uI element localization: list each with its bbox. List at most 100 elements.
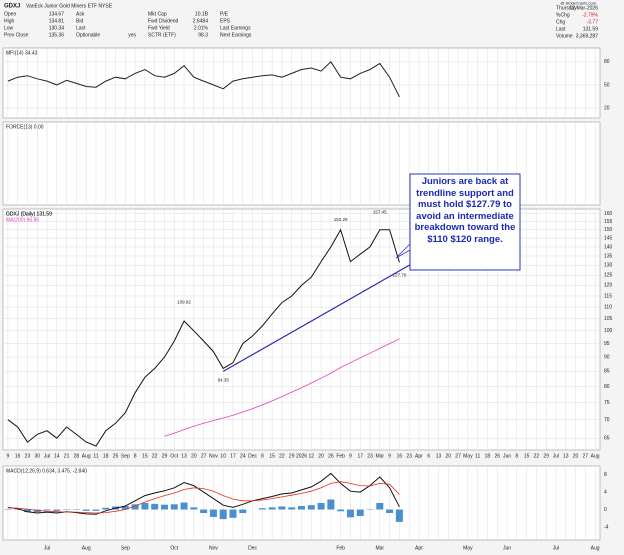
field-label: Fwd Dividend: [148, 18, 179, 24]
histogram-bar: [53, 509, 61, 511]
x-tick-label: 28: [74, 453, 80, 459]
histogram-bar: [43, 509, 51, 511]
x-tick-label: 8: [134, 453, 137, 459]
x-tick-label: May: [463, 545, 473, 551]
y-tick-label: -4: [604, 524, 609, 530]
field-value: 135.36: [49, 32, 65, 38]
x-tick-label: 16: [15, 453, 21, 459]
field-label: High: [4, 18, 15, 24]
x-tick-label: 22: [152, 453, 158, 459]
x-tick-label: 25: [113, 453, 119, 459]
histogram-bar: [200, 509, 208, 514]
series-line: [7, 61, 400, 98]
x-tick-label: 21: [64, 453, 70, 459]
histogram-bar: [23, 509, 31, 513]
credit: @ StockCharts.com: [560, 1, 596, 6]
y-tick-label: 110: [604, 304, 612, 310]
histogram-bar: [229, 509, 237, 518]
legend-entry: GDXJ (Daily) 131.59: [6, 211, 52, 217]
x-tick-label: Oct: [170, 545, 178, 551]
price-annotation: 84.35: [218, 377, 230, 382]
x-tick-label: Feb: [336, 453, 345, 459]
field-label: Volume: [556, 33, 573, 39]
x-tick-label: 9: [388, 453, 391, 459]
histogram-bar: [386, 509, 394, 514]
x-tick-label: 27: [583, 453, 589, 459]
field-label: Open: [4, 11, 16, 17]
x-tick-label: 23: [25, 453, 31, 459]
x-tick-label: 29: [289, 453, 295, 459]
x-tick-label: 30: [34, 453, 40, 459]
field-label: Last Earnings: [220, 25, 251, 31]
x-tick-label: 6: [427, 453, 430, 459]
histogram-bar: [170, 504, 178, 510]
x-tick-label: 20: [573, 453, 579, 459]
histogram-bar: [298, 506, 305, 510]
x-tick-label: Apr: [415, 545, 423, 551]
x-tick-label: 20: [191, 453, 197, 459]
x-tick-label: 8: [515, 453, 518, 459]
x-tick-label: 20: [318, 453, 324, 459]
x-tick-label: 11: [475, 453, 480, 459]
field-value: 2.01%: [194, 25, 209, 31]
field-label: Last: [76, 25, 86, 31]
x-tick-label: Sep: [121, 453, 130, 459]
x-tick-label: Jun: [503, 453, 511, 459]
field-value: 2.6484: [193, 18, 209, 24]
price-annotation: 109.92: [177, 300, 191, 305]
x-tick-label: 26: [328, 453, 334, 459]
histogram-bar: [258, 508, 266, 510]
y-tick-label: 80: [604, 384, 610, 390]
field-label: Last: [556, 26, 566, 32]
y-tick-label: 85: [604, 369, 610, 375]
histogram-bar: [337, 509, 345, 512]
x-tick-label: 14: [54, 453, 60, 459]
field-value: 131.59: [583, 26, 599, 32]
field-value: 10.1B: [195, 11, 209, 17]
field-value: -2.79%: [582, 12, 598, 18]
y-tick-label: 105: [604, 316, 613, 322]
y-tick-label: 135: [604, 253, 613, 259]
panel-title: GDXJ (Daily) 131.59: [6, 211, 52, 217]
legend-entry: MA(200) 96.85: [6, 217, 39, 223]
trendline: [222, 259, 420, 372]
x-tick-label: 11: [93, 453, 98, 459]
histogram-bar: [395, 509, 403, 522]
x-tick-label: 22: [279, 453, 285, 459]
x-tick-label: 17: [357, 453, 363, 459]
field-value: 98.3: [198, 32, 208, 38]
panel-title: MFI(14) 34.43: [6, 50, 38, 56]
field-label: Optionable: [76, 32, 100, 38]
x-tick-label: 29: [543, 453, 549, 459]
x-tick-label: 20: [446, 453, 452, 459]
y-tick-label: 95: [604, 341, 610, 347]
histogram-bar: [102, 507, 110, 510]
x-tick-label: Dec: [248, 453, 257, 459]
histogram-bar: [33, 509, 41, 513]
field-value: 134.81: [49, 18, 65, 24]
histogram-bar: [209, 509, 217, 517]
field-label: Fwd Yield: [148, 25, 170, 31]
x-tick-label: 18: [103, 453, 109, 459]
y-tick-label: 125: [604, 273, 613, 279]
y-tick-label: 140: [604, 244, 613, 250]
field-label: Mkt Cap: [148, 11, 167, 17]
x-tick-label: Aug: [82, 545, 91, 551]
x-tick-label: 29: [162, 453, 168, 459]
histogram-bar: [268, 507, 276, 510]
field-label: Chg: [556, 19, 565, 25]
field-label: EPS: [220, 18, 231, 24]
x-tick-label: 12: [309, 453, 315, 459]
x-tick-label: Jun: [503, 545, 511, 551]
x-tick-label: 13: [436, 453, 442, 459]
field-label: Thursday: [556, 5, 577, 11]
histogram-bar: [180, 502, 188, 510]
y-tick-label: 65: [604, 436, 610, 442]
price-annotation: 152.29: [334, 217, 348, 222]
field-label: SCTR (ETF): [148, 32, 176, 38]
x-tick-label: 9: [349, 453, 352, 459]
y-tick-label: 160: [604, 211, 613, 217]
y-tick-label: 50: [604, 82, 610, 88]
y-tick-label: 75: [604, 400, 610, 406]
x-tick-label: 9: [7, 453, 10, 459]
